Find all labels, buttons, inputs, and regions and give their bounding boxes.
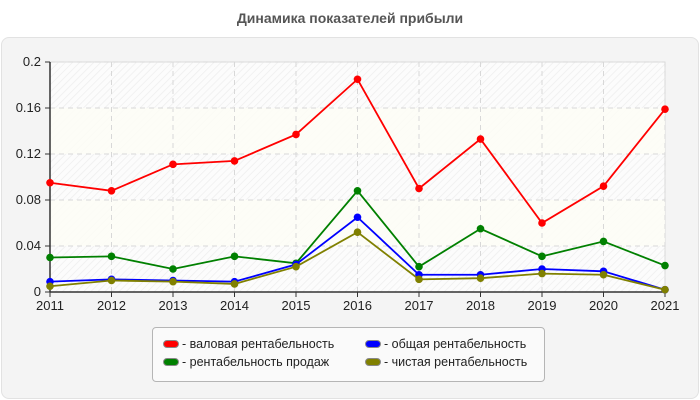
svg-text:2014: 2014 [220, 298, 249, 313]
svg-text:2018: 2018 [466, 298, 495, 313]
legend-swatch-blue [365, 340, 381, 348]
legend-swatch-olive [365, 358, 381, 366]
legend-item-total: - общая рентабельность [365, 337, 526, 351]
svg-text:2015: 2015 [282, 298, 311, 313]
legend-item-net: - чистая рентабельность [365, 355, 527, 369]
svg-text:0.12: 0.12 [16, 146, 41, 161]
legend-swatch-green [163, 358, 179, 366]
svg-text:2012: 2012 [97, 298, 126, 313]
legend-swatch-red [163, 340, 179, 348]
svg-text:2016: 2016 [343, 298, 372, 313]
svg-text:0.16: 0.16 [16, 100, 41, 115]
axes: 0 0.04 0.08 0.12 0.16 0.2 2011 2012 2013 2014 2015… [16, 54, 680, 313]
svg-text:0.08: 0.08 [16, 192, 41, 207]
svg-text:2017: 2017 [405, 298, 434, 313]
svg-text:0.2: 0.2 [23, 54, 41, 69]
legend-item-gross: - валовая рентабельность [163, 337, 334, 351]
data-series [46, 75, 669, 294]
svg-text:2011: 2011 [36, 298, 64, 313]
svg-text:2020: 2020 [589, 298, 618, 313]
svg-text:2019: 2019 [528, 298, 557, 313]
svg-text:0: 0 [34, 284, 41, 299]
svg-text:2013: 2013 [159, 298, 188, 313]
plot-background [49, 61, 666, 293]
chart-title: Динамика показателей прибыли [236, 10, 464, 26]
svg-text:0.04: 0.04 [16, 238, 41, 253]
svg-text:2021: 2021 [651, 298, 680, 313]
legend: - валовая рентабельность - общая рентабе… [152, 327, 545, 382]
legend-item-sales: - рентабельность продаж [163, 355, 329, 369]
